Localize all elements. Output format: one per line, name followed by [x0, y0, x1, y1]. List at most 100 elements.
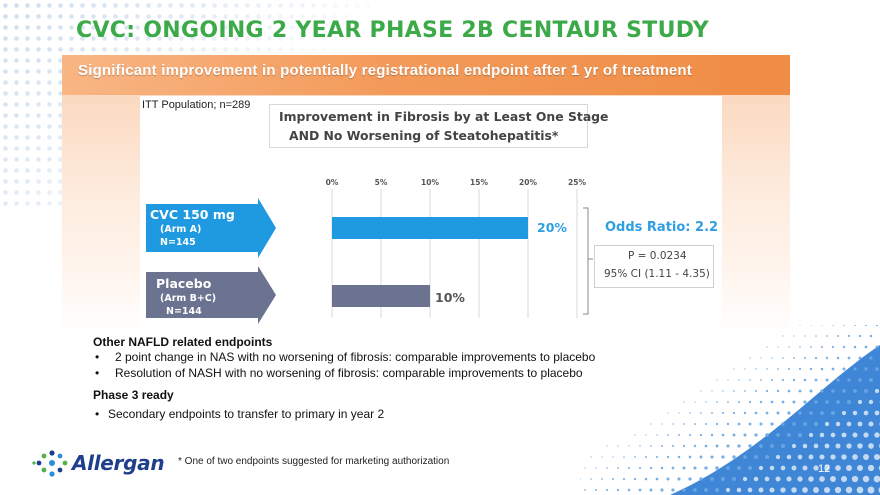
decorative-dot [813, 443, 819, 449]
decorative-dot [775, 476, 781, 482]
decorative-dot [823, 486, 831, 494]
x-tick-label: 0% [326, 178, 339, 187]
decorative-dot [726, 422, 730, 426]
decorative-dot [874, 388, 880, 394]
decorative-dot [737, 466, 741, 470]
decorative-dot [645, 456, 647, 458]
cvc-arm-group: (Arm A) [160, 224, 202, 235]
decorative-dot [819, 454, 825, 460]
decorative-dot [715, 422, 719, 426]
decorative-dot [725, 487, 731, 493]
decorative-dot [792, 422, 796, 426]
decorative-dot [672, 423, 674, 425]
decorative-dot [842, 389, 846, 393]
decorative-dot [837, 335, 839, 337]
decorative-dot [825, 400, 829, 404]
decorative-dot [644, 477, 648, 481]
decorative-dot [616, 488, 620, 492]
decorative-dot [835, 421, 841, 427]
decorative-dot [704, 488, 708, 492]
bullet-item: • Resolution of NASH with no worsening of… [95, 366, 583, 380]
decorative-dot [693, 466, 697, 470]
decorative-dot [688, 455, 692, 459]
placebo-value-label: 10% [435, 290, 465, 305]
decorative-dot [798, 411, 802, 415]
bar-chart: 0% 5% 10% 15% 20% 25% [146, 178, 593, 324]
decorative-dot [809, 411, 813, 415]
decorative-dot [738, 379, 740, 381]
decorative-dot [758, 465, 764, 471]
cvc-arm-n: N=145 [160, 237, 196, 248]
cvc-arm-label: CVC 150 mg (Arm A) N=145 [150, 206, 235, 249]
decorative-dot [755, 368, 757, 370]
decorative-dot [781, 400, 785, 404]
decorative-dot [737, 444, 741, 448]
decorative-dot [841, 454, 847, 460]
decorative-dot [601, 456, 603, 458]
banner [62, 55, 790, 95]
decorative-dot [873, 475, 880, 483]
decorative-wave [670, 345, 880, 495]
decorative-dot [634, 456, 636, 458]
decorative-dot [786, 476, 792, 482]
decorative-dot [760, 379, 762, 381]
decorative-dot [748, 444, 752, 448]
decorative-dot [821, 325, 823, 326]
decorative-dot [797, 432, 803, 438]
decorative-dot [748, 422, 752, 426]
decorative-dot [660, 488, 664, 492]
decorative-dot [810, 346, 812, 348]
decorative-dot [799, 325, 801, 326]
cvc-bar [332, 217, 528, 239]
decorative-dot [846, 465, 852, 471]
decorative-dot [743, 433, 747, 437]
decorative-dot-pattern-bottom-right [580, 325, 880, 495]
decorative-dot [832, 325, 834, 326]
decorative-dot [705, 401, 707, 403]
decorative-dot [782, 335, 784, 337]
decorative-dot [873, 453, 880, 461]
chart-title-line-2: AND No Worsening of Steatohepatitis* [289, 128, 559, 143]
decorative-dot [766, 368, 768, 370]
decorative-dot [700, 412, 702, 414]
decorative-dot [749, 357, 751, 359]
decorative-dot [841, 432, 847, 438]
decorative-dot [694, 401, 696, 403]
decorative-dot [656, 434, 658, 436]
decorative-dot [853, 389, 857, 393]
p-value: P = 0.0234 [628, 250, 687, 262]
decorative-dot [824, 465, 830, 471]
odds-ratio: Odds Ratio: 2.2 [605, 220, 719, 235]
decorative-dot [601, 478, 603, 480]
decorative-dot [802, 465, 808, 471]
decorative-dot [617, 467, 619, 469]
decorative-dot [780, 487, 786, 493]
decorative-dot [666, 455, 670, 459]
decorative-dot [710, 455, 714, 459]
decorative-dot [747, 465, 753, 471]
decorative-dot [854, 325, 856, 326]
decorative-dot [814, 356, 818, 360]
decorative-dot [869, 334, 873, 338]
decorative-dot [857, 443, 863, 449]
decorative-dot [793, 335, 795, 337]
decorative-dot [711, 390, 713, 392]
placebo-bar [332, 285, 430, 307]
decorative-dot [628, 467, 630, 469]
page-number: 12 [818, 463, 831, 475]
decorative-dot [682, 444, 686, 448]
decorative-dot [627, 488, 631, 492]
decorative-dot [820, 367, 824, 371]
decorative-dot [747, 487, 753, 493]
bullet-text: Resolution of NASH with no worsening of … [115, 366, 583, 380]
decorative-dot [732, 433, 736, 437]
decorative-dot [867, 486, 875, 494]
placebo-arm-name: Placebo [156, 276, 212, 291]
decorative-dot [704, 444, 708, 448]
decorative-dot [682, 488, 686, 492]
decorative-dot [808, 432, 814, 438]
decorative-dot [820, 411, 824, 415]
decorative-dot [760, 357, 762, 359]
decorative-dot [764, 454, 770, 460]
decorative-dot [754, 455, 758, 459]
